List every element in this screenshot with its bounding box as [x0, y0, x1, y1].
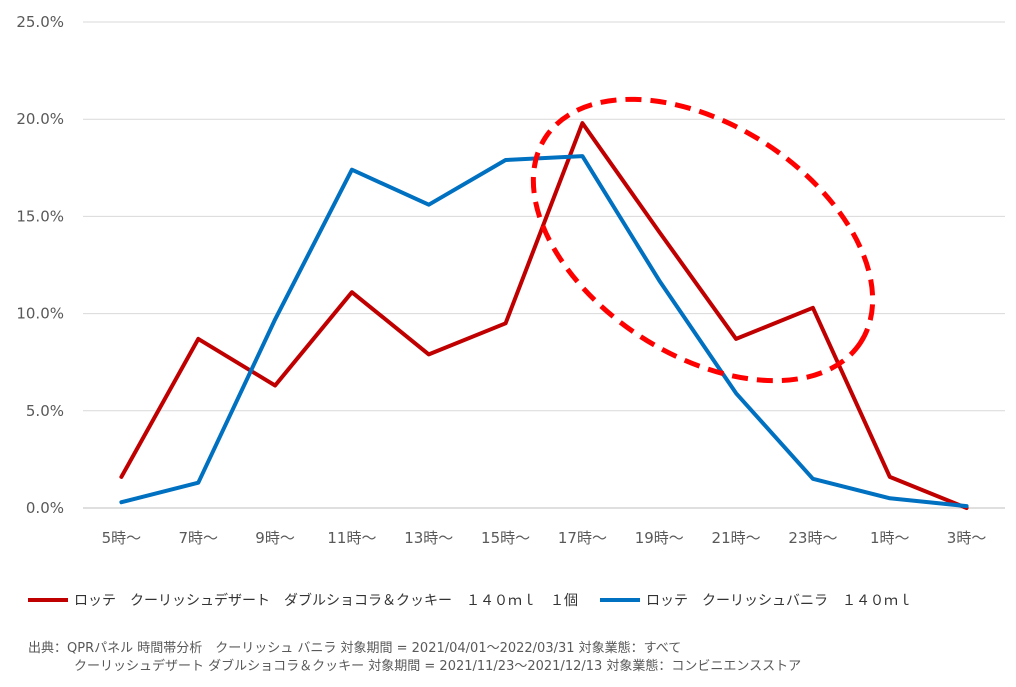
- x-tick-label: 9時～: [255, 529, 295, 547]
- source-line-1: 出典：QPRパネル 時間帯分析 クーリッシュ バニラ 対象期間 = 2021/0…: [28, 641, 682, 656]
- x-tick-label: 11時～: [327, 529, 376, 547]
- y-tick-label: 15.0%: [16, 207, 64, 225]
- y-tick-label: 5.0%: [26, 402, 64, 420]
- legend-swatch-series-1: [28, 598, 68, 602]
- series-lines: [119, 121, 969, 510]
- x-tick-label: 23時～: [788, 529, 837, 547]
- series-line-1: [119, 121, 969, 510]
- legend-item-series-1: ロッテ クーリッシュデザート ダブルショコラ＆クッキー １４０ｍｌ １個: [28, 590, 578, 610]
- legend-swatch-series-2: [600, 598, 640, 602]
- legend: ロッテ クーリッシュデザート ダブルショコラ＆クッキー １４０ｍｌ １個 ロッテ…: [28, 590, 934, 610]
- x-tick-label: 19時～: [635, 529, 684, 547]
- source-line-2: クーリッシュデザート ダブルショコラ＆クッキー 対象期間 = 2021/11/2…: [74, 659, 802, 674]
- x-tick-label: 3時～: [947, 529, 987, 547]
- gridlines: [83, 21, 1005, 509]
- y-tick-label: 0.0%: [26, 499, 64, 517]
- y-tick-label: 10.0%: [16, 305, 64, 323]
- x-tick-label: 13時～: [404, 529, 453, 547]
- legend-label-series-1: ロッテ クーリッシュデザート ダブルショコラ＆クッキー １４０ｍｌ １個: [74, 593, 578, 609]
- y-axis-ticks: 0.0% 5.0% 10.0% 15.0% 20.0% 25.0%: [16, 13, 64, 517]
- x-tick-label: 15時～: [481, 529, 530, 547]
- x-axis-ticks: 5時～ 7時～ 9時～ 11時～ 13時～ 15時～ 17時～ 19時～ 21時～ 23時～ 1時～…: [102, 529, 987, 547]
- line-chart: 0.0% 5.0% 10.0% 15.0% 20.0% 25.0% 5時～ 7時～ 9時～ 11…: [16, 13, 1005, 547]
- legend-label-series-2: ロッテ クーリッシュバニラ １４０ｍｌ: [646, 593, 912, 609]
- x-tick-label: 1時～: [870, 529, 910, 547]
- y-tick-label: 20.0%: [16, 110, 64, 128]
- x-tick-label: 17時～: [558, 529, 607, 547]
- source-note: 出典：QPRパネル 時間帯分析 クーリッシュ バニラ 対象期間 = 2021/0…: [28, 640, 801, 676]
- y-tick-label: 25.0%: [16, 13, 64, 31]
- x-tick-label: 21時～: [712, 529, 761, 547]
- series-line-2: [119, 154, 969, 509]
- legend-item-series-2: ロッテ クーリッシュバニラ １４０ｍｌ: [600, 590, 912, 610]
- x-tick-label: 5時～: [102, 529, 142, 547]
- x-tick-label: 7時～: [178, 529, 218, 547]
- highlight-dashed-ellipse: [530, 96, 876, 384]
